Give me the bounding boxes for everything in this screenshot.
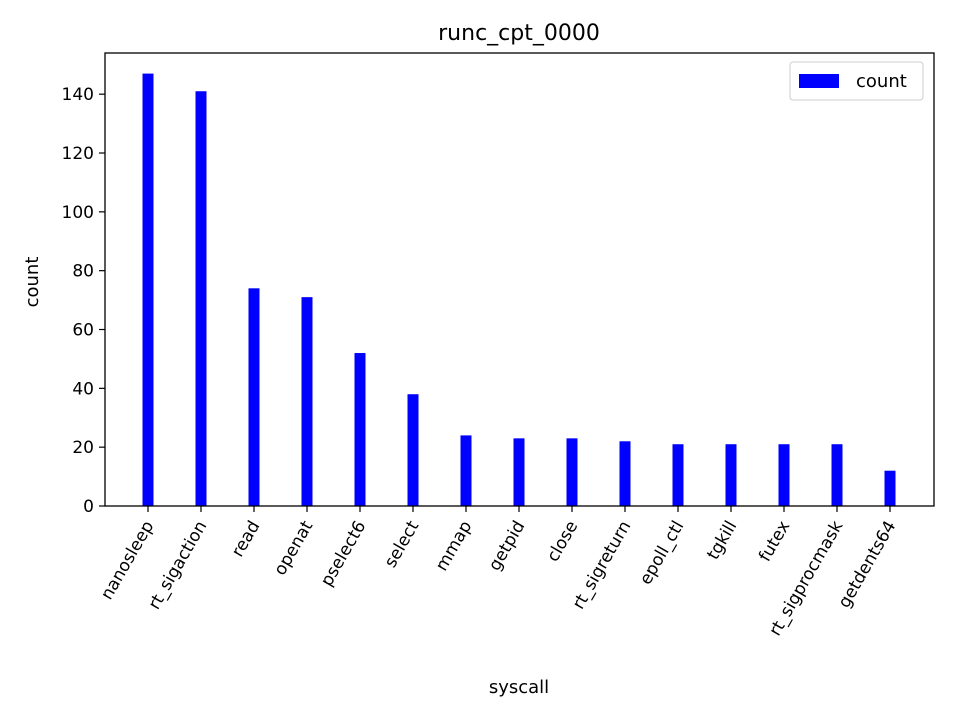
bar-getpid [513, 438, 525, 506]
bar-rt_sigprocmask [831, 444, 843, 506]
y-axis: 0 20 40 60 80 100 120 140 [62, 85, 105, 517]
bar-openat [301, 297, 313, 506]
bar-rt_sigaction [195, 91, 207, 506]
bar-select [407, 394, 419, 506]
bar-read [248, 288, 260, 506]
y-tick-label: 100 [62, 203, 94, 223]
bar-pselect6 [354, 353, 366, 506]
legend-swatch [799, 74, 839, 88]
bars-group [142, 73, 896, 506]
y-tick-label: 0 [83, 497, 94, 517]
bar-tgkill [725, 444, 737, 506]
y-tick-label: 40 [72, 379, 94, 399]
bar-rt_sigreturn [619, 441, 631, 506]
y-axis-title: count [22, 257, 43, 308]
y-tick-label: 140 [62, 85, 94, 105]
legend-label: count [856, 71, 907, 92]
legend: count [789, 61, 924, 101]
chart-title: runc_cpt_0000 [438, 21, 600, 46]
x-axis-title: syscall [489, 677, 549, 698]
bar-close [566, 438, 578, 506]
bar-epoll_ctl [672, 444, 684, 506]
y-tick-label: 20 [72, 438, 94, 458]
bar-getdents64 [884, 470, 896, 506]
y-tick-label: 60 [72, 321, 94, 341]
legend-box [789, 61, 924, 101]
y-tick-label: 120 [62, 144, 94, 164]
bar-mmap [460, 435, 472, 506]
bar-futex [778, 444, 790, 506]
bar-nanosleep [142, 73, 154, 506]
y-tick-label: 80 [72, 262, 94, 282]
